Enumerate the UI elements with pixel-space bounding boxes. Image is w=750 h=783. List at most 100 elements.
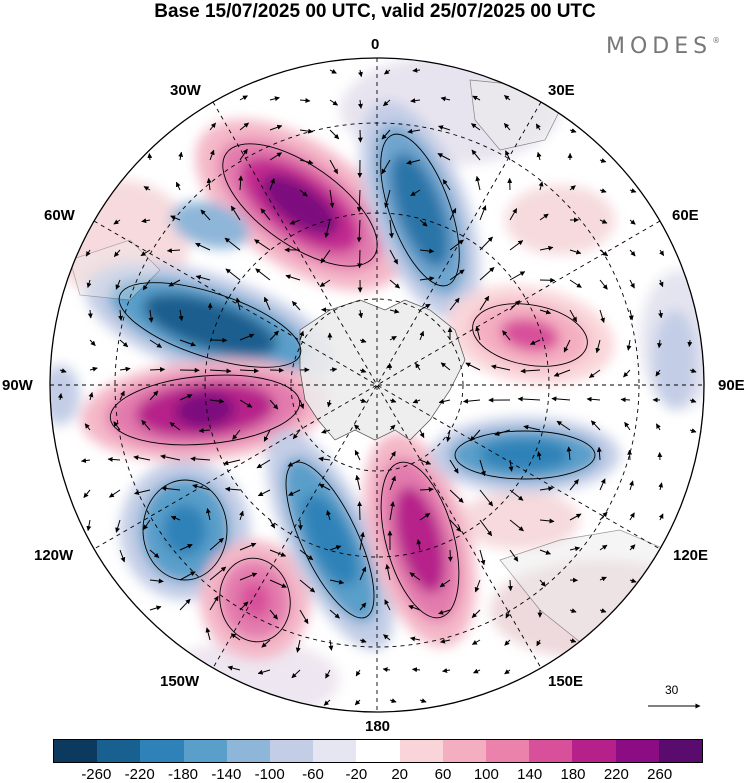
wind-vector-arrow bbox=[442, 179, 451, 191]
colorbar-tick-label: -100 bbox=[254, 766, 285, 783]
wind-vector-arrow bbox=[225, 486, 241, 492]
wind-vector-arrow bbox=[354, 424, 361, 431]
wind-vector-arrow bbox=[509, 208, 518, 221]
wind-vector-arrow bbox=[586, 396, 601, 402]
wind-vector-arrow bbox=[257, 489, 271, 497]
wind-vector-arrow bbox=[359, 338, 367, 343]
wind-vector-arrow bbox=[285, 274, 301, 281]
colorbar-tick-label: 60 bbox=[434, 766, 452, 783]
wind-vector-arrow bbox=[108, 489, 121, 498]
wind-vector-arrow bbox=[471, 609, 481, 618]
wind-vector-arrow bbox=[255, 268, 271, 281]
wind-vector-arrow bbox=[232, 429, 241, 440]
wind-vector-arrow bbox=[504, 669, 511, 675]
wind-vector-arrow bbox=[658, 482, 664, 491]
wind-vector-arrow bbox=[355, 669, 361, 677]
wind-vector-arrow bbox=[179, 394, 193, 401]
wind-vector-arrow bbox=[509, 549, 519, 562]
wind-vector-arrow bbox=[449, 519, 462, 532]
wind-vector-arrow bbox=[147, 153, 153, 161]
wind-vector-arrow bbox=[509, 489, 524, 501]
wind-vector-arrow bbox=[388, 219, 394, 239]
wind-vector-arrow bbox=[288, 489, 301, 496]
wind-vector-arrow bbox=[113, 421, 121, 431]
longitude-label-60w: 60W bbox=[44, 207, 75, 224]
wind-vector-arrow bbox=[329, 609, 340, 619]
wind-vector-arrow bbox=[536, 151, 542, 161]
wind-vector-arrow bbox=[192, 483, 211, 491]
wind-vector-arrow bbox=[438, 609, 451, 615]
wind-vector-arrow bbox=[169, 422, 181, 431]
wind-vector-arrow bbox=[359, 602, 367, 611]
wind-vector-arrow bbox=[178, 151, 184, 161]
wind-vector-arrow bbox=[479, 549, 486, 566]
wind-vector-arrow bbox=[449, 297, 460, 311]
longitude-label-150e: 150E bbox=[548, 673, 584, 690]
wind-vector-arrow bbox=[235, 297, 241, 311]
colorbar-tick-label: 260 bbox=[647, 766, 673, 783]
wind-vector-arrow bbox=[502, 330, 511, 341]
wind-vector-arrow bbox=[269, 549, 287, 557]
wind-vector-arrow bbox=[504, 95, 511, 101]
wind-vector-arrow bbox=[479, 295, 490, 311]
wind-vector-arrow bbox=[509, 271, 526, 281]
wind-vector-arrow bbox=[536, 451, 542, 461]
wind-vector-arrow bbox=[389, 279, 400, 289]
colorbar-tick-label: 220 bbox=[603, 766, 629, 783]
wind-vector-arrow bbox=[539, 549, 551, 555]
wind-vector-arrow bbox=[84, 423, 91, 431]
wind-vector-arrow bbox=[239, 510, 244, 521]
colorbar-swatch bbox=[572, 740, 616, 762]
wind-vector-arrow bbox=[389, 249, 399, 265]
colorbar-swatch bbox=[356, 740, 400, 762]
wind-vector-arrow bbox=[517, 396, 541, 402]
wind-vector-arrow bbox=[569, 249, 582, 255]
wind-vector-arrow bbox=[408, 605, 421, 611]
wind-vector-arrow bbox=[599, 219, 608, 224]
wind-vector-arrow bbox=[149, 367, 166, 373]
wind-vector-arrow bbox=[389, 308, 400, 314]
wind-vector-arrow bbox=[329, 99, 339, 106]
wind-vector-arrow bbox=[449, 207, 457, 221]
wind-vector-arrow bbox=[658, 279, 664, 288]
wind-vector-arrow bbox=[442, 668, 451, 673]
wind-vector-arrow bbox=[141, 218, 151, 224]
wind-vector-arrow bbox=[569, 608, 577, 613]
wind-vector-arrow bbox=[269, 330, 279, 341]
wind-vector-arrow bbox=[539, 245, 554, 251]
reference-vector-label: 30 bbox=[665, 683, 679, 697]
wind-vector-arrow bbox=[356, 189, 362, 213]
wind-vector-arrow bbox=[410, 98, 421, 104]
wind-vector-arrow bbox=[230, 205, 241, 221]
wind-vector-arrow bbox=[149, 339, 163, 348]
wind-vector-arrow bbox=[190, 456, 211, 462]
wind-vector-arrow bbox=[509, 519, 524, 532]
wind-vector-arrow bbox=[209, 122, 216, 131]
wind-vector-arrow bbox=[508, 459, 514, 472]
wind-vector-arrow bbox=[359, 638, 367, 643]
wind-vector-arrow bbox=[569, 638, 577, 643]
wind-vector-arrow bbox=[475, 175, 481, 191]
wind-vector-arrow bbox=[297, 519, 303, 531]
wind-vector-arrow bbox=[658, 513, 664, 521]
wind-vector-arrow bbox=[87, 309, 93, 319]
wind-vector-arrow bbox=[470, 123, 481, 131]
wind-vector-arrow bbox=[319, 279, 331, 288]
wind-vector-arrow bbox=[599, 511, 608, 521]
wind-vector-arrow bbox=[299, 399, 305, 409]
wind-vector-arrow bbox=[655, 369, 661, 377]
wind-vector-arrow bbox=[599, 544, 608, 551]
wind-vector-arrow bbox=[536, 639, 542, 647]
wind-vector-arrow bbox=[355, 474, 361, 491]
wind-vector-arrow bbox=[358, 69, 363, 78]
wind-vector-arrow bbox=[295, 639, 301, 653]
wind-vector-arrow bbox=[269, 124, 283, 131]
wind-vector-arrow bbox=[329, 189, 335, 208]
wind-vector-arrow bbox=[412, 398, 421, 404]
wind-vector-arrow bbox=[440, 96, 451, 102]
wind-vector-arrow bbox=[658, 309, 664, 319]
wind-vector-arrow bbox=[209, 537, 224, 551]
wind-vector-arrow bbox=[556, 420, 571, 431]
colorbar-swatch bbox=[54, 740, 98, 762]
